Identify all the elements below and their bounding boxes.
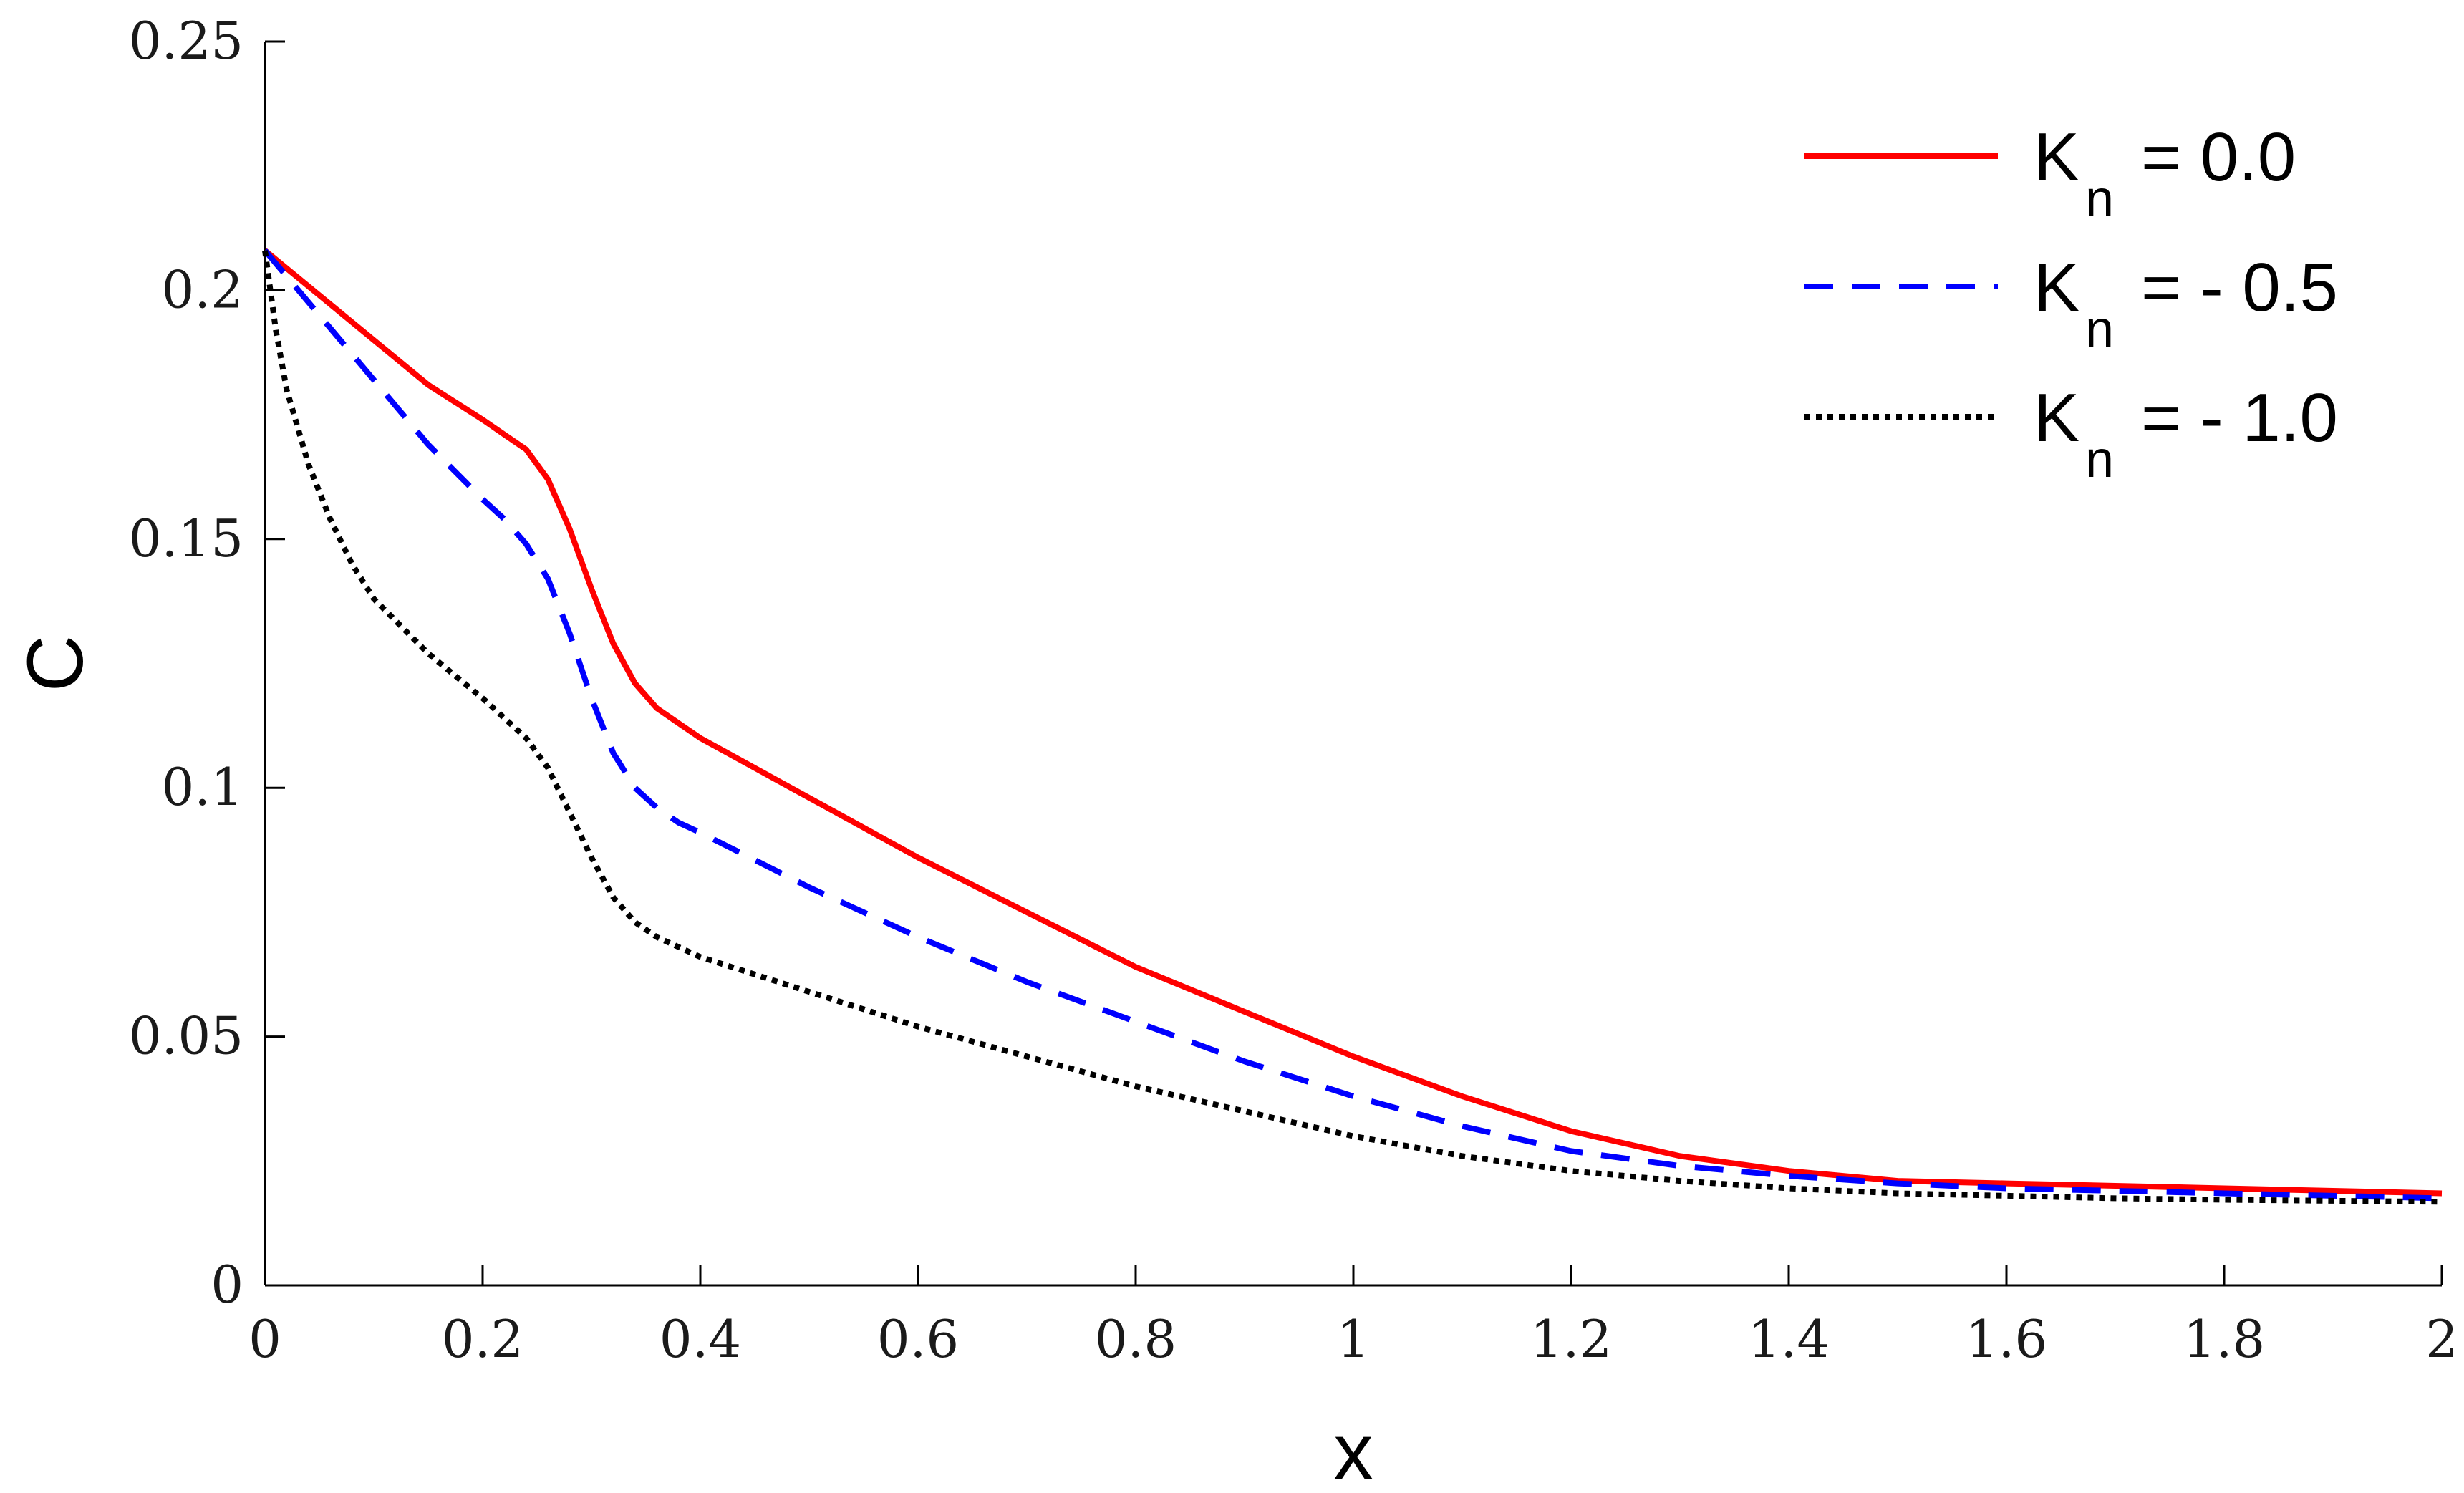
- series-line-2: [262, 250, 2443, 1205]
- x-tick-label: 2: [2425, 1309, 2458, 1369]
- x-tick-label: 0.2: [442, 1309, 524, 1369]
- legend-label-subscript: n: [2085, 301, 2114, 358]
- legend-label-value: = - 0.5: [2141, 249, 2338, 326]
- y-tick-label: 0: [211, 1255, 243, 1315]
- x-tick-label: 0: [248, 1309, 281, 1369]
- x-tick-label: 1.8: [2183, 1309, 2266, 1369]
- x-tick-label: 0.6: [877, 1309, 960, 1369]
- series-group: [262, 248, 2443, 1205]
- series-line-1: [262, 248, 2443, 1202]
- x-tick-label: 0.8: [1095, 1309, 1177, 1369]
- x-tick-label: 0.4: [660, 1309, 742, 1369]
- legend-label-symbol: K: [2034, 249, 2079, 326]
- legend-label-subscript: n: [2085, 431, 2114, 488]
- x-tick-label: 1.6: [1966, 1309, 2048, 1369]
- y-tick-label: 0.2: [161, 259, 243, 319]
- legend: Kn = 0.0 Kn = - 0.5 Kn = - 1.0: [1804, 119, 2338, 488]
- y-tick-label: 0.1: [161, 757, 243, 817]
- axes: [264, 42, 2442, 1287]
- series-line-0: [263, 248, 2443, 1197]
- x-tick-label: 1: [1337, 1309, 1370, 1369]
- y-tick-label: 0.25: [129, 11, 243, 71]
- legend-label-symbol: K: [2034, 119, 2079, 195]
- legend-label-subscript: n: [2085, 170, 2114, 228]
- y-tick-label: 0.05: [129, 1006, 243, 1066]
- x-axis-title: x: [1334, 1408, 1373, 1493]
- legend-label-value: = - 1.0: [2141, 380, 2338, 456]
- x-tick-label: 1.4: [1748, 1309, 1830, 1369]
- y-axis-title: C: [11, 635, 100, 692]
- y-tick-label: 0.15: [129, 508, 243, 569]
- y-ticks: 0 0.05 0.1 0.15 0.2 0.25: [129, 11, 285, 1315]
- x-ticks: 0 0.2 0.4 0.6 0.8 1 1.2 1.4 1.6 1.8 2: [248, 1265, 2458, 1369]
- legend-label-symbol: K: [2034, 380, 2079, 456]
- legend-label-value: = 0.0: [2141, 119, 2296, 195]
- x-tick-label: 1.2: [1530, 1309, 1613, 1369]
